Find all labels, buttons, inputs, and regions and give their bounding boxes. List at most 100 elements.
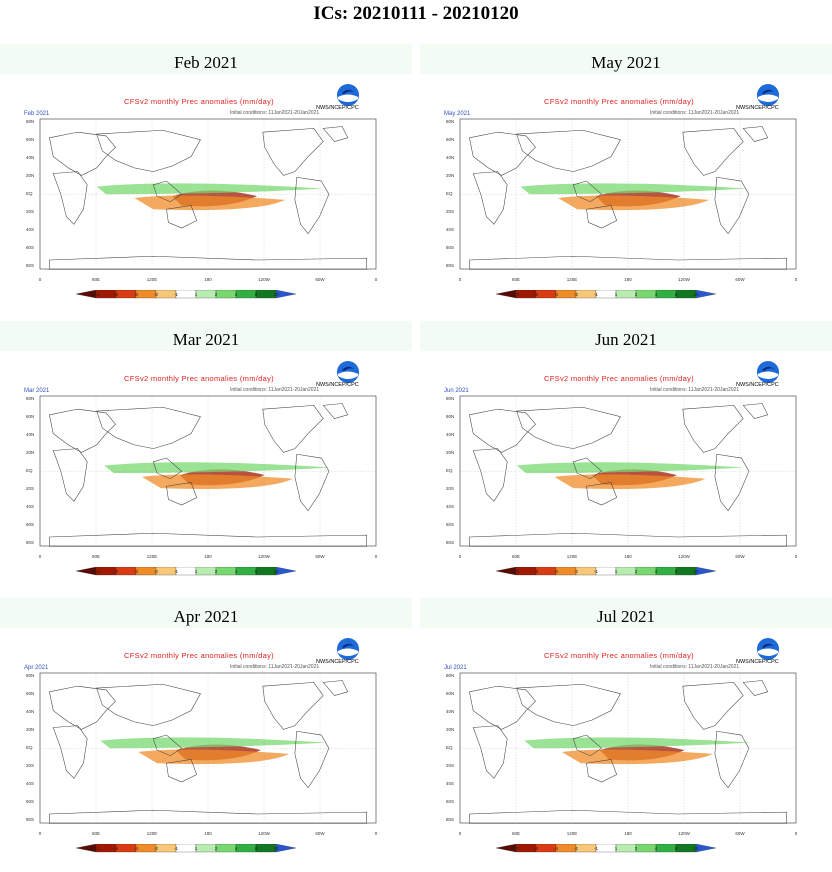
colorbar-segment [695, 844, 717, 853]
map-month-label: Feb 2021 [24, 111, 50, 117]
lat-label: 80S [446, 540, 454, 545]
initial-conditions-label: Initial conditions: 11Jan2021-20Jan2021 [230, 664, 320, 670]
anomaly-region [104, 462, 331, 474]
colorbar-segment [175, 290, 197, 299]
coastline [714, 730, 750, 789]
coastline [166, 759, 198, 783]
colorbar-tick-label: -1 [174, 846, 178, 851]
lon-label: 60W [735, 277, 745, 282]
coastline [682, 405, 744, 453]
colorbar: -10 -8 -4 -2 -1 1 2 4 8 10 [496, 290, 717, 299]
lon-label: 180 [204, 277, 212, 282]
colorbar: -10 -8 -4 -2 -1 1 2 4 8 10 [496, 567, 717, 576]
coastline [49, 809, 367, 824]
panel-month-heading: Mar 2021 [0, 321, 412, 351]
colorbar-segment [595, 567, 617, 576]
colorbar-tick-label: 8 [675, 569, 678, 574]
lat-label: EQ [446, 468, 453, 473]
lat-label: 80S [26, 540, 34, 545]
forecast-panel-jul-2021: Jul 2021 NWS/NCEP/CPC CFSv2 monthly Prec… [420, 598, 832, 872]
colorbar-tick-label: -8 [534, 846, 538, 851]
noaa-logo-icon [757, 638, 779, 660]
coastline [96, 406, 201, 449]
lat-label: 80N [446, 673, 454, 678]
colorbar-tick-label: 10 [693, 846, 699, 851]
lon-label: 120W [258, 554, 271, 559]
coastline [49, 408, 116, 453]
coastline [516, 683, 621, 726]
colorbar-tick-label: -4 [554, 569, 558, 574]
forecast-panel-jun-2021: Jun 2021 NWS/NCEP/CPC CFSv2 monthly Prec… [420, 321, 832, 595]
noaa-logo-icon [337, 638, 359, 660]
coastline [516, 129, 621, 172]
colorbar-tick-label: 1 [615, 846, 618, 851]
coastline [742, 680, 769, 696]
colorbar-tick-label: -4 [134, 292, 138, 297]
coastline [294, 730, 330, 789]
coastline [49, 685, 116, 730]
colorbar-tick-label: -2 [154, 569, 158, 574]
anomaly-region [520, 183, 747, 195]
colorbar-tick-label: 8 [255, 569, 258, 574]
lon-label: 60E [92, 831, 100, 836]
lon-label: 120W [258, 831, 271, 836]
map-image: NWS/NCEP/CPC CFSv2 monthly Prec anomalie… [420, 352, 832, 595]
colorbar-tick-label: 2 [215, 292, 218, 297]
colorbar-tick-label: -10 [513, 569, 520, 574]
lat-label: EQ [446, 745, 453, 750]
lon-label: 0 [459, 277, 462, 282]
coastline [166, 205, 198, 229]
coastline [322, 126, 349, 142]
lon-label: 60W [735, 831, 745, 836]
lat-label: 40N [446, 432, 454, 437]
colorbar-segment [175, 567, 197, 576]
colorbar: -10 -8 -4 -2 -1 1 2 4 8 10 [76, 567, 297, 576]
lat-label: EQ [26, 468, 33, 473]
coastline [96, 129, 201, 172]
coastline [472, 448, 508, 502]
world-map: 80N 60N 40N 20N EQ 20S 40S 60S 80S 0 60E 120E 180 120… [26, 395, 378, 559]
map-image: NWS/NCEP/CPC CFSv2 monthly Prec anomalie… [0, 629, 412, 872]
lat-label: 80N [446, 119, 454, 124]
lat-label: 20S [446, 763, 454, 768]
colorbar-tick-label: 1 [615, 569, 618, 574]
colorbar-segment [215, 844, 237, 853]
map-image: NWS/NCEP/CPC CFSv2 monthly Prec anomalie… [0, 75, 412, 318]
lat-label: EQ [26, 745, 33, 750]
lon-label: 180 [204, 554, 212, 559]
initial-conditions-label: Initial conditions: 11Jan2021-20Jan2021 [650, 387, 740, 393]
lon-label: 120E [567, 277, 578, 282]
colorbar-tick-label: 8 [675, 292, 678, 297]
coastline [472, 725, 508, 779]
anomaly-region [134, 195, 286, 211]
lon-label: 60W [315, 831, 325, 836]
lat-label: 40N [26, 432, 34, 437]
lon-label: 0 [375, 831, 378, 836]
lat-label: 60N [26, 691, 34, 696]
coastline [52, 725, 88, 779]
map-title: CFSv2 monthly Prec anomalies (mm/day) [124, 651, 274, 660]
colorbar-tick-label: -1 [594, 569, 598, 574]
lat-label: 20N [26, 173, 34, 178]
agency-label: NWS/NCEP/CPC [316, 105, 359, 111]
lat-label: 80S [26, 817, 34, 822]
colorbar-tick-label: 4 [655, 846, 658, 851]
map-month-label: Jun 2021 [444, 388, 469, 394]
coastline [262, 682, 324, 730]
coastline [469, 685, 536, 730]
lat-label: 60N [446, 414, 454, 419]
noaa-logo-icon [757, 361, 779, 383]
lat-label: 20S [26, 486, 34, 491]
colorbar-tick-label: 8 [675, 846, 678, 851]
lon-label: 180 [204, 831, 212, 836]
lat-label: 40N [446, 709, 454, 714]
colorbar-tick-label: -1 [174, 292, 178, 297]
panel-month-heading: Feb 2021 [0, 44, 412, 74]
lon-label: 0 [39, 277, 42, 282]
lat-label: 40S [26, 504, 34, 509]
anomaly-region [524, 737, 751, 749]
lon-label: 60E [512, 277, 520, 282]
lon-label: 60E [92, 554, 100, 559]
lat-label: 40S [26, 781, 34, 786]
coastline [714, 453, 750, 512]
